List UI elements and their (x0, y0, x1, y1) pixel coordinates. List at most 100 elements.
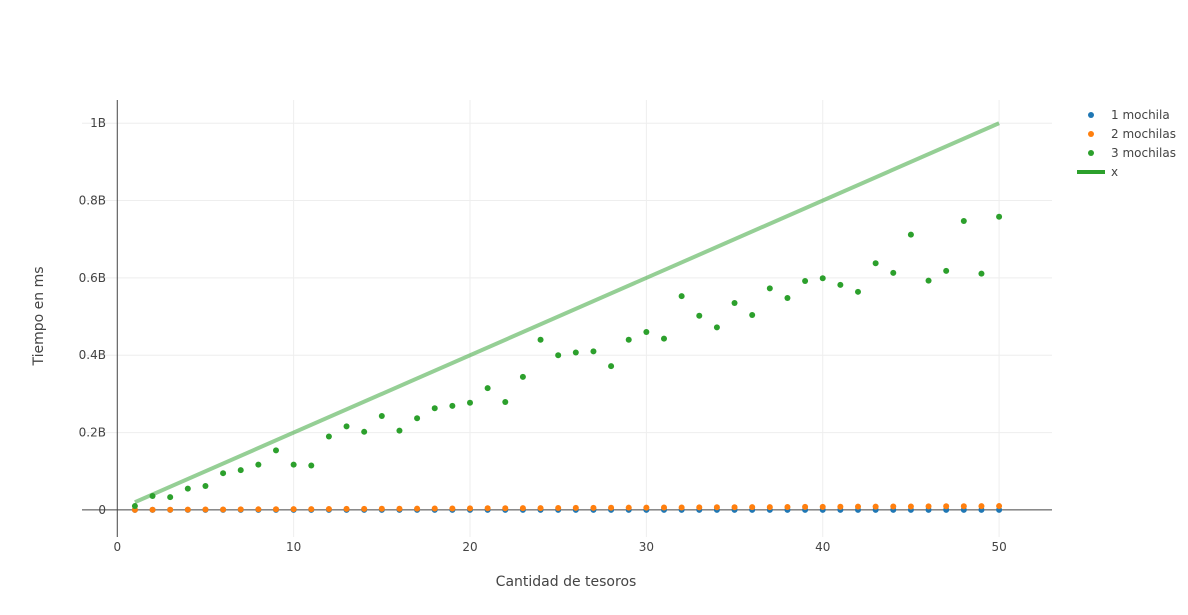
point-3-mochilas (907, 231, 914, 238)
point-2-mochilas (414, 505, 421, 512)
legend-item-2-mochilas[interactable]: 2 mochilas (1088, 127, 1176, 141)
point-2-mochilas (290, 506, 297, 513)
point-2-mochilas (713, 504, 720, 511)
point-2-mochilas (273, 506, 279, 513)
grid (82, 100, 1052, 537)
point-2-mochilas (572, 504, 579, 511)
point-3-mochilas (237, 467, 244, 474)
x-tick-label: 0 (113, 540, 121, 554)
point-2-mochilas (555, 504, 562, 511)
point-3-mochilas (131, 503, 138, 510)
point-2-mochilas (149, 506, 156, 513)
point-2-mochilas (625, 504, 632, 511)
x-tick-label: 10 (286, 540, 301, 554)
point-3-mochilas (414, 415, 421, 422)
point-2-mochilas (502, 505, 509, 512)
point-3-mochilas (590, 348, 597, 355)
point-2-mochilas (184, 506, 191, 513)
point-2-mochilas (643, 504, 650, 511)
point-3-mochilas (996, 213, 1003, 220)
point-3-mochilas (273, 447, 279, 454)
point-2-mochilas (996, 503, 1003, 510)
point-2-mochilas (696, 504, 703, 511)
legend-label: x (1111, 165, 1118, 179)
point-2-mochilas (925, 503, 932, 510)
point-3-mochilas (537, 336, 544, 343)
y-tick-label: 0.6B (79, 271, 106, 285)
point-3-mochilas (978, 270, 985, 277)
point-2-mochilas (255, 506, 262, 513)
point-3-mochilas (872, 260, 879, 267)
point-2-mochilas (766, 504, 773, 511)
point-3-mochilas (220, 470, 227, 477)
point-3-mochilas (449, 402, 456, 409)
point-3-mochilas (784, 295, 791, 302)
point-3-mochilas (378, 412, 385, 419)
point-2-mochilas (519, 505, 526, 512)
point-3-mochilas (696, 312, 703, 319)
point-3-mochilas (749, 312, 756, 319)
point-3-mochilas (943, 267, 950, 274)
point-2-mochilas (608, 504, 615, 511)
point-3-mochilas (502, 399, 509, 406)
point-2-mochilas (325, 506, 332, 513)
point-3-mochilas (855, 288, 861, 295)
point-2-mochilas (855, 503, 861, 510)
point-3-mochilas (766, 285, 773, 292)
y-axis-title: Tiempo en ms (31, 266, 47, 366)
point-2-mochilas (378, 505, 385, 512)
y-axis-ticks: 0 0.2B 0.4B 0.6B 0.8B 1B (79, 116, 106, 517)
point-2-mochilas (731, 504, 738, 511)
series-lines (134, 121, 1000, 505)
series-points (131, 213, 1003, 513)
point-2-mochilas (449, 505, 456, 512)
point-3-mochilas (643, 329, 650, 336)
point-2-mochilas (960, 503, 967, 510)
legend-label: 1 mochila (1111, 108, 1170, 122)
point-3-mochilas (925, 277, 932, 284)
point-2-mochilas (802, 503, 809, 510)
point-2-mochilas (220, 506, 227, 513)
x-tick-label: 50 (991, 540, 1006, 554)
point-2-mochilas (343, 505, 350, 512)
legend-item-1-mochila[interactable]: 1 mochila (1088, 108, 1170, 122)
point-2-mochilas (872, 503, 879, 510)
point-3-mochilas (837, 281, 844, 288)
legend-swatch-marker (1088, 131, 1094, 137)
point-3-mochilas (713, 324, 720, 331)
point-3-mochilas (731, 300, 738, 307)
point-2-mochilas (943, 503, 950, 510)
point-2-mochilas (661, 504, 667, 511)
legend-item-x[interactable]: x (1077, 165, 1118, 179)
legend-label: 2 mochilas (1111, 127, 1176, 141)
x-axis-title: Cantidad de tesoros (496, 574, 637, 590)
x-tick-label: 30 (639, 540, 654, 554)
y-tick-label: 0.2B (79, 426, 106, 440)
point-2-mochilas (678, 504, 685, 511)
point-2-mochilas (590, 504, 597, 511)
point-3-mochilas (343, 423, 350, 430)
legend[interactable]: 1 mochila 2 mochilas 3 mochilas x (1077, 108, 1176, 179)
point-3-mochilas (308, 462, 315, 469)
series-x-line (134, 121, 1000, 505)
point-2-mochilas (431, 505, 438, 512)
legend-item-3-mochilas[interactable]: 3 mochilas (1088, 146, 1176, 160)
point-3-mochilas (202, 482, 209, 489)
point-3-mochilas (555, 352, 562, 359)
point-2-mochilas (784, 503, 791, 510)
point-2-mochilas (819, 503, 826, 510)
point-3-mochilas (167, 494, 174, 501)
point-2-mochilas (537, 505, 544, 512)
point-2-mochilas (167, 506, 174, 513)
legend-label: 3 mochilas (1111, 146, 1176, 160)
point-3-mochilas (625, 336, 632, 343)
point-3-mochilas (802, 277, 809, 284)
point-2-mochilas (890, 503, 897, 510)
point-3-mochilas (484, 385, 491, 392)
point-2-mochilas (749, 504, 756, 511)
legend-swatch-marker (1088, 150, 1094, 156)
point-3-mochilas (890, 269, 897, 276)
point-3-mochilas (608, 363, 615, 370)
y-tick-label: 0 (98, 503, 106, 517)
